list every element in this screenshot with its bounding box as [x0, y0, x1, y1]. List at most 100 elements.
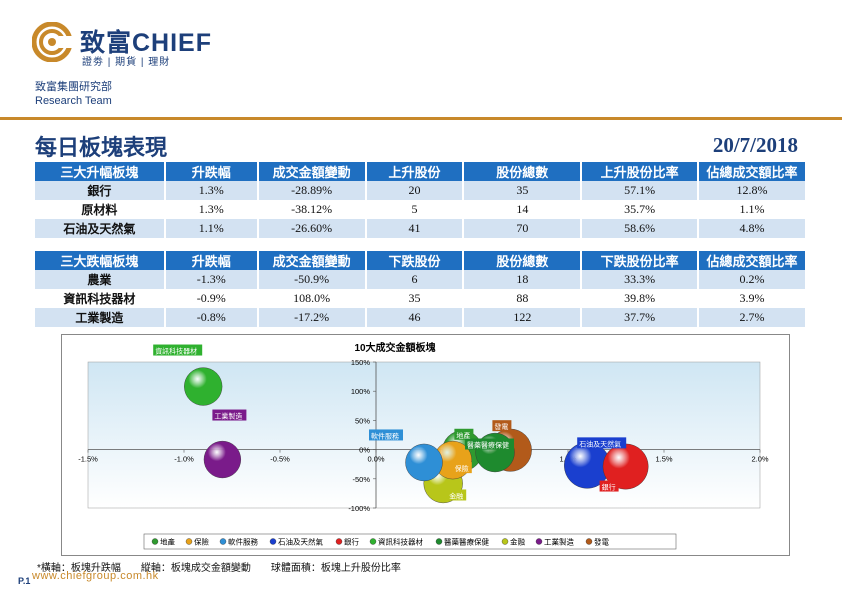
- table-row: 原材料 1.3% -38.12% 5 14 35.7% 1.1%: [35, 200, 807, 219]
- table-cell: 18: [463, 270, 583, 289]
- y-tick-label: -100%: [348, 504, 370, 513]
- table-row: 銀行 1.3% -28.89% 20 35 57.1% 12.8%: [35, 181, 807, 200]
- bubble-2: [405, 443, 443, 482]
- table-cell: 88: [463, 289, 583, 308]
- table-cell: -26.60%: [257, 219, 367, 238]
- column-header: 下跌股份比率: [581, 251, 700, 270]
- table-header-row: 三大升幅板塊 升跌幅 成交金額變動 上升股份 股份總數 上升股份比率 佔總成交額比率: [35, 162, 807, 181]
- table-cell: 35: [365, 289, 465, 308]
- column-header: 佔總成交額比率: [698, 162, 807, 181]
- table-row: 工業製造 -0.8% -17.2% 46 122 37.7% 2.7%: [35, 308, 807, 327]
- bubble-label-bg: [212, 409, 247, 421]
- x-tick-label: -1.0%: [174, 455, 194, 464]
- report-date: 20/7/2018: [712, 133, 798, 157]
- table-row: 石油及天然氣 1.1% -26.60% 41 70 58.6% 4.8%: [35, 219, 807, 238]
- sector-name-cell: 農業: [35, 270, 166, 289]
- column-header: 三大跌幅板塊: [35, 251, 166, 270]
- chief-logo-icon: [32, 22, 72, 62]
- logo-name: 致富CHIEF: [80, 29, 213, 57]
- bubble-label-bg: [599, 480, 619, 492]
- legend-marker: [151, 538, 159, 545]
- y-tick-label: 100%: [351, 387, 371, 396]
- report-title: 每日板塊表現: [35, 135, 168, 161]
- table-cell: -17.2%: [257, 308, 367, 327]
- bubble-label: 發電: [494, 422, 508, 431]
- bubble-label-bg: [452, 462, 472, 474]
- column-header: 升跌幅: [164, 162, 259, 181]
- sector-name-cell: 銀行: [35, 181, 166, 200]
- bubble-label: 地產: [456, 431, 470, 440]
- column-header: 上升股份: [365, 162, 465, 181]
- column-header: 三大升幅板塊: [35, 162, 166, 181]
- column-header: 升跌幅: [164, 251, 259, 270]
- x-tick-label: -1.5%: [78, 455, 98, 464]
- bubble-chart-svg: 10大成交金額板塊 -1.5%-1.0%-0.5%0.0%0.5%1.0%1.5…: [78, 341, 769, 550]
- table-cell: 5: [365, 200, 465, 219]
- legend-label: 保險: [194, 537, 209, 547]
- bubble-label: 軟件服務: [371, 431, 399, 440]
- sector-name-cell: 原材料: [35, 200, 166, 219]
- company-logo: 致富CHIEF 證劵 | 期貨 | 理財: [32, 20, 242, 70]
- legend-marker: [435, 538, 443, 545]
- table-cell: 14: [463, 200, 583, 219]
- bubble-label-bg: [492, 420, 512, 432]
- table-cell: -38.12%: [257, 200, 367, 219]
- legend-label: 金融: [510, 537, 525, 547]
- bubble-label: 醫藥醫療保健: [467, 441, 509, 450]
- column-header: 下跌股份: [365, 251, 465, 270]
- header-divider: [0, 117, 842, 120]
- legend-label: 銀行: [344, 537, 359, 547]
- bubble-label: 石油及天然氣: [579, 439, 621, 448]
- bubble-label-bg: [369, 429, 403, 441]
- bubble-label: 工業製造: [214, 412, 242, 421]
- table-cell: 35: [463, 181, 583, 200]
- legend-marker: [535, 538, 543, 545]
- table-cell: -50.9%: [257, 270, 367, 289]
- table-cell: 122: [463, 308, 583, 327]
- department: 致富集團研究部 Research Team: [35, 80, 112, 108]
- table-cell: 57.1%: [581, 181, 700, 200]
- legend-label: 軟件服務: [228, 537, 258, 547]
- chart-footnote: *橫軸：板塊升跌幅 縱軸：板塊成交金額變動 球體面積：板塊上升股份比率: [37, 563, 401, 574]
- table-cell: 70: [463, 219, 583, 238]
- bubble-label-bg: [465, 438, 515, 450]
- sector-name-cell: 石油及天然氣: [35, 219, 166, 238]
- table-cell: 20: [365, 181, 465, 200]
- column-header: 成交金額變動: [257, 251, 367, 270]
- table-cell: 41: [365, 219, 465, 238]
- legend-label: 地產: [160, 537, 175, 547]
- legend-marker: [219, 538, 227, 545]
- table-cell: -1.3%: [164, 270, 259, 289]
- bubble-chart: 10大成交金額板塊 -1.5%-1.0%-0.5%0.0%0.5%1.0%1.5…: [61, 334, 790, 556]
- table-row: 資訊科技器材 -0.9% 108.0% 35 88 39.8% 3.9%: [35, 289, 807, 308]
- legend-marker: [585, 538, 593, 545]
- table-cell: 35.7%: [581, 200, 700, 219]
- website-link[interactable]: www.chiefgroup.com.hk: [32, 570, 159, 582]
- top-gainers-table: 三大升幅板塊 升跌幅 成交金額變動 上升股份 股份總數 上升股份比率 佔總成交額比率 銀行 1…: [35, 162, 807, 238]
- y-tick-label: -50%: [352, 475, 370, 484]
- table-cell: 108.0%: [257, 289, 367, 308]
- table-cell: 2.7%: [698, 308, 807, 327]
- legend-marker: [185, 538, 193, 545]
- page-number: P.1: [18, 576, 31, 586]
- legend-box: [143, 533, 677, 550]
- table-row: 農業 -1.3% -50.9% 6 18 33.3% 0.2%: [35, 270, 807, 289]
- table-cell: 0.2%: [698, 270, 807, 289]
- table-cell: -28.89%: [257, 181, 367, 200]
- table-header-row: 三大跌幅板塊 升跌幅 成交金額變動 下跌股份 股份總數 下跌股份比率 佔總成交額比率: [35, 251, 807, 270]
- bubble-label-bg: [454, 428, 474, 440]
- table-cell: 4.8%: [698, 219, 807, 238]
- legend-marker: [501, 538, 509, 545]
- column-header: 上升股份比率: [581, 162, 700, 181]
- table-cell: 1.3%: [164, 181, 259, 200]
- table-cell: 1.3%: [164, 200, 259, 219]
- top-losers-table: 三大跌幅板塊 升跌幅 成交金額變動 下跌股份 股份總數 下跌股份比率 佔總成交額比率 農業 -…: [35, 251, 807, 327]
- table-cell: 6: [365, 270, 465, 289]
- table-cell: 12.8%: [698, 181, 807, 200]
- table-cell: 3.9%: [698, 289, 807, 308]
- bubble-label: 資訊科技器材: [155, 347, 197, 356]
- sector-name-cell: 工業製造: [35, 308, 166, 327]
- table-cell: 1.1%: [698, 200, 807, 219]
- bubble-5: [184, 367, 223, 406]
- y-tick-label: 0%: [359, 446, 370, 455]
